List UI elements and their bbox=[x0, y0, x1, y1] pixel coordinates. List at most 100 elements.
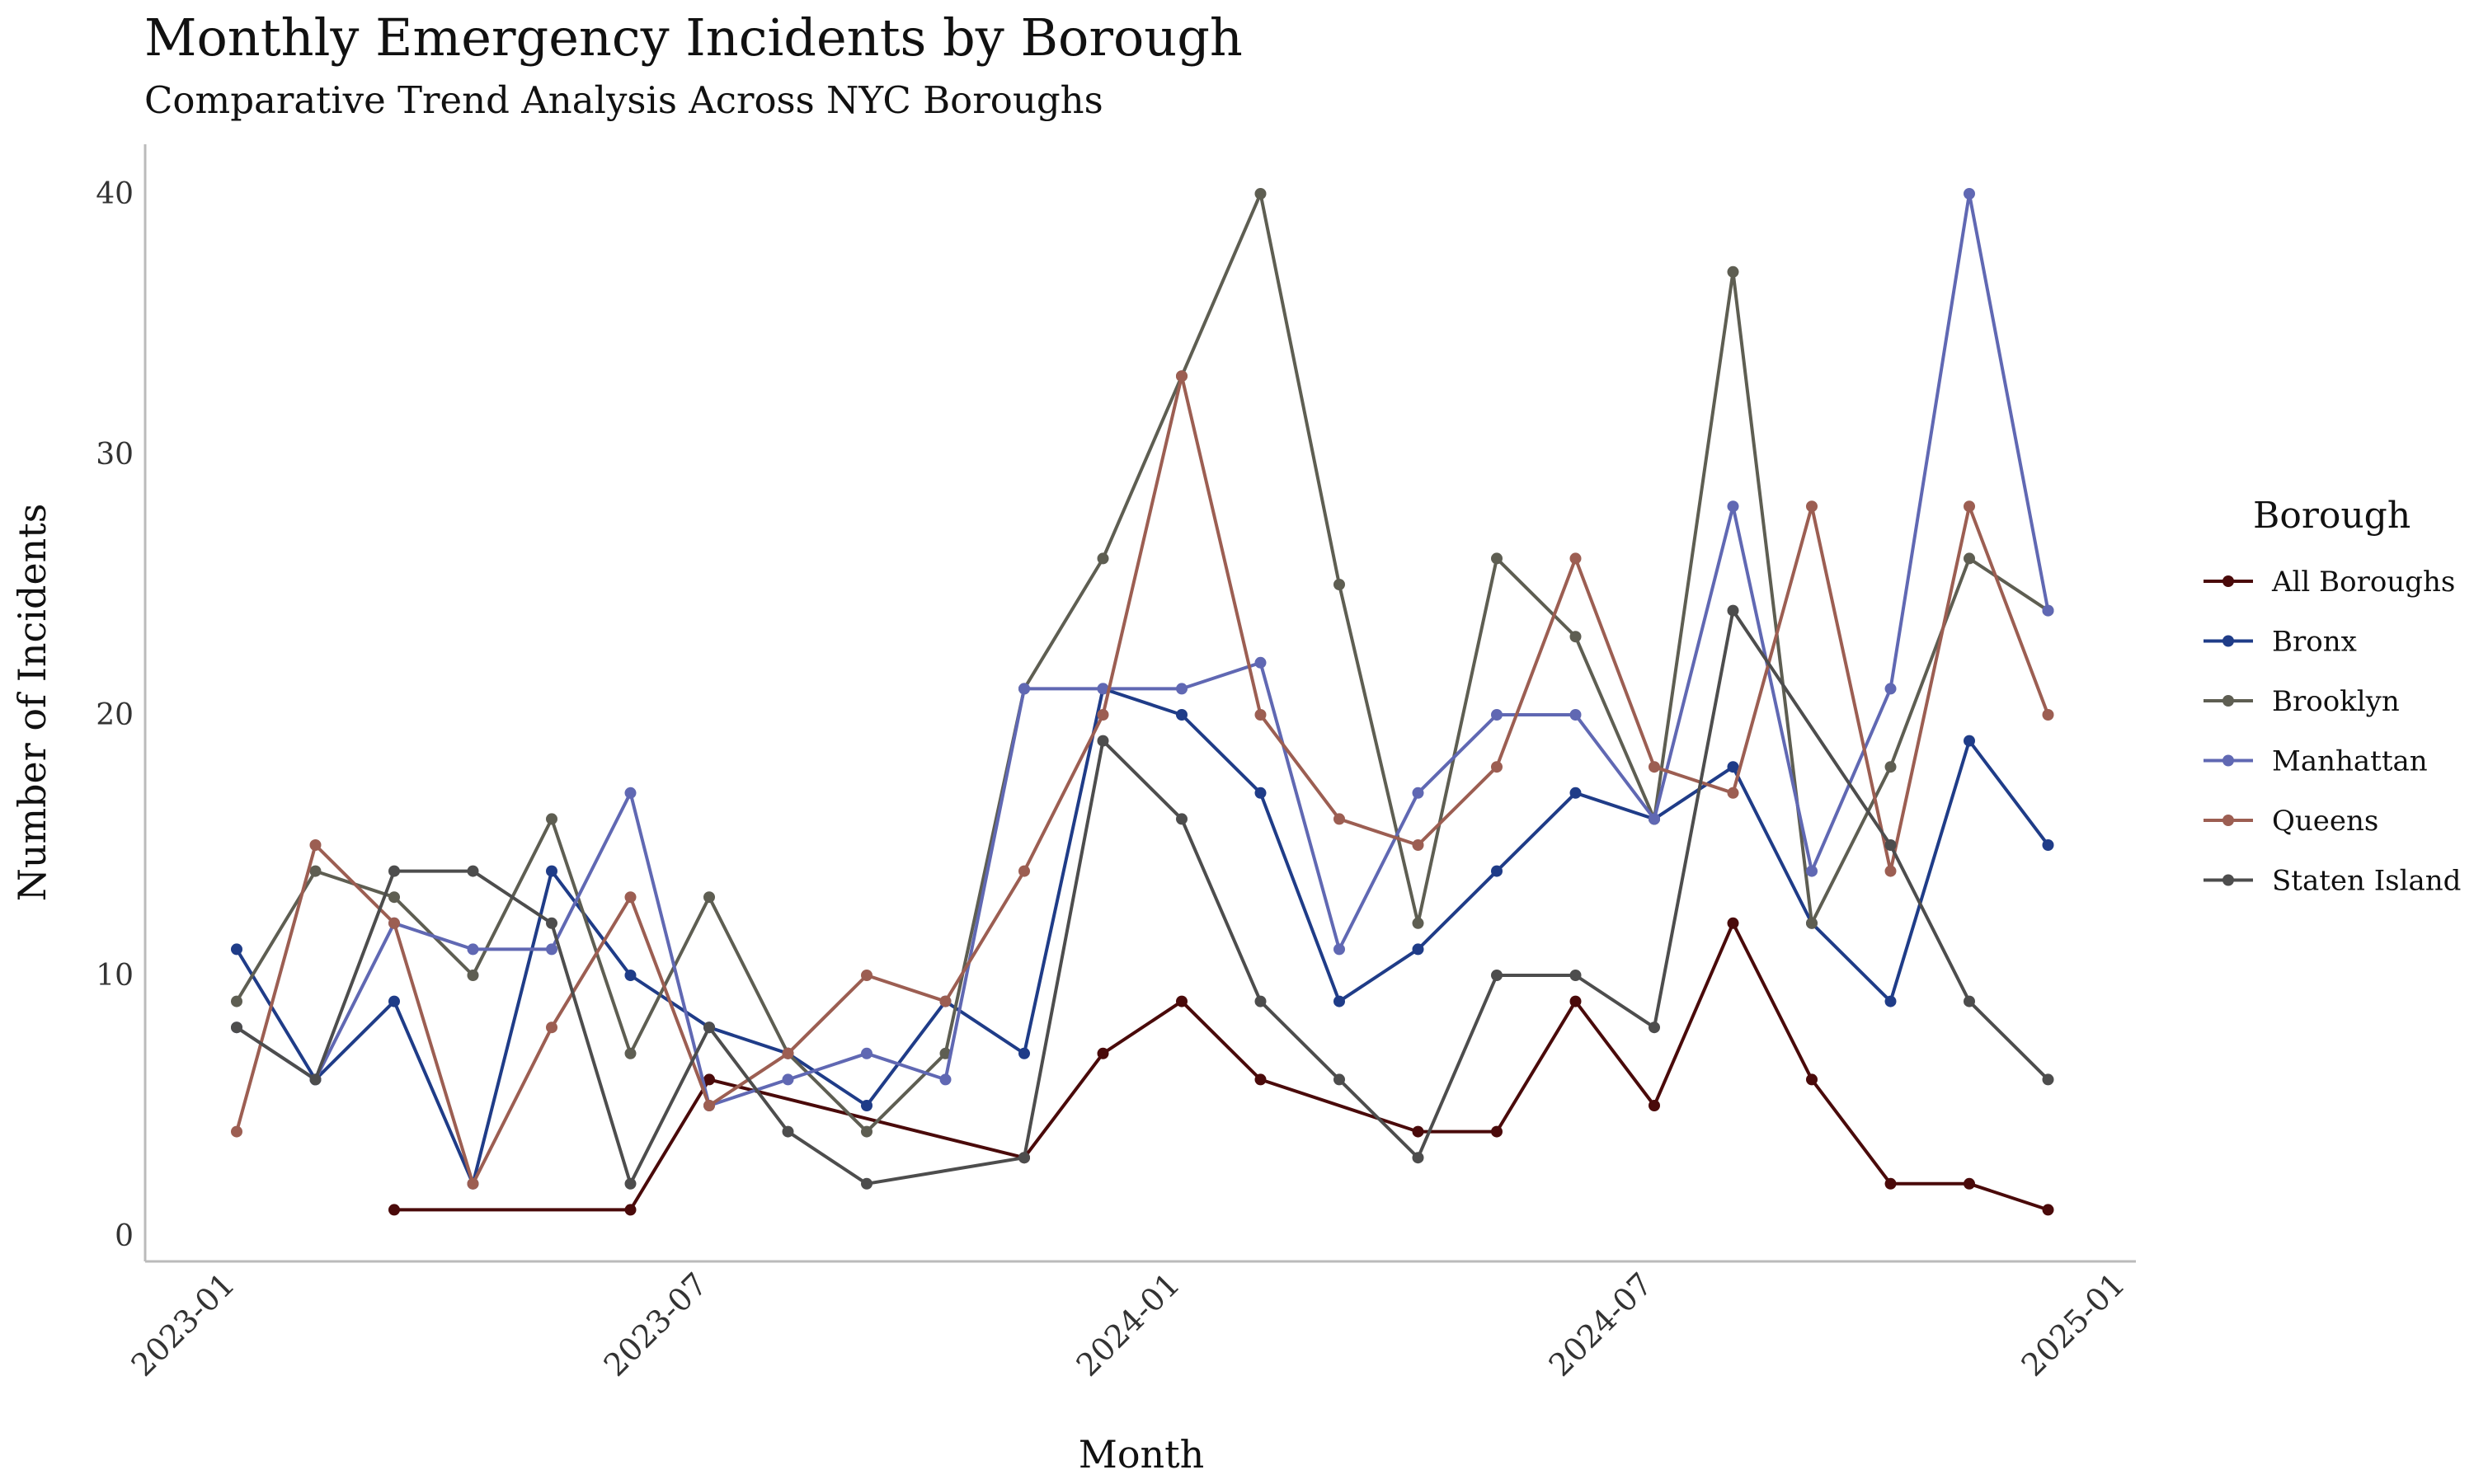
data-point bbox=[231, 995, 242, 1007]
data-point bbox=[309, 1073, 322, 1086]
data-point bbox=[1884, 1177, 1897, 1190]
data-point bbox=[1176, 683, 1188, 695]
data-point bbox=[1649, 1021, 1660, 1034]
data-point bbox=[388, 891, 400, 904]
data-point bbox=[1727, 787, 1739, 799]
x-tick-label: 2023-07 bbox=[597, 1266, 715, 1383]
data-point bbox=[388, 995, 400, 1007]
data-point bbox=[1254, 995, 1267, 1007]
data-point bbox=[1491, 761, 1503, 773]
y-tick-label: 20 bbox=[96, 698, 134, 732]
data-point bbox=[1491, 709, 1503, 721]
data-point bbox=[467, 1177, 479, 1190]
data-point bbox=[1176, 709, 1188, 721]
series-line-queens bbox=[235, 374, 2050, 1186]
data-point bbox=[1569, 787, 1582, 799]
data-point bbox=[1491, 865, 1503, 877]
data-point bbox=[624, 891, 637, 904]
series-queens bbox=[231, 370, 2054, 1190]
data-point bbox=[388, 865, 400, 877]
series-group bbox=[231, 188, 2054, 1216]
data-point bbox=[1727, 761, 1739, 773]
legend-swatch-point bbox=[2222, 874, 2234, 886]
data-point bbox=[546, 943, 557, 956]
axes bbox=[143, 144, 2136, 1263]
data-point bbox=[624, 970, 637, 981]
data-point bbox=[939, 1073, 952, 1086]
data-point bbox=[1884, 865, 1897, 877]
data-point bbox=[1333, 813, 1345, 825]
data-point bbox=[1097, 709, 1109, 721]
data-point bbox=[388, 1204, 400, 1216]
data-point bbox=[861, 1125, 872, 1138]
data-point bbox=[1333, 943, 1345, 956]
legend-swatch-point bbox=[2222, 575, 2234, 587]
data-point bbox=[1018, 1152, 1030, 1164]
series-line-brooklyn bbox=[235, 192, 2049, 1134]
data-point bbox=[1412, 787, 1424, 799]
legend-label: Staten Island bbox=[2272, 865, 2461, 898]
series-line-manhattan bbox=[235, 192, 2050, 1107]
data-point bbox=[1727, 604, 1739, 617]
data-point bbox=[1727, 500, 1739, 513]
data-point bbox=[1884, 761, 1897, 773]
legend: Borough All Boroughs Bronx Brooklyn Manhatt… bbox=[2204, 495, 2461, 898]
series-staten-island bbox=[231, 604, 2054, 1190]
legend-swatch-point bbox=[2222, 815, 2234, 826]
data-point bbox=[1018, 683, 1030, 695]
series-bronx bbox=[231, 683, 2054, 1190]
series-line-bronx bbox=[235, 687, 2050, 1186]
data-point bbox=[309, 839, 322, 851]
data-point bbox=[1097, 1047, 1109, 1059]
data-point bbox=[1491, 552, 1503, 565]
data-point bbox=[1254, 709, 1267, 721]
legend-label: Queens bbox=[2272, 805, 2378, 838]
series-all-boroughs bbox=[388, 917, 2054, 1216]
data-point bbox=[1806, 865, 1818, 877]
data-point bbox=[1412, 1152, 1424, 1164]
x-tick-label: 2024-01 bbox=[1070, 1266, 1188, 1383]
legend-label: Manhattan bbox=[2272, 745, 2428, 778]
data-point bbox=[1412, 917, 1424, 929]
data-point bbox=[1097, 552, 1109, 565]
data-point bbox=[703, 891, 715, 904]
legend-swatch-point bbox=[2222, 635, 2234, 647]
data-point bbox=[1097, 683, 1109, 695]
data-point bbox=[1964, 552, 1975, 565]
legend-label: All Boroughs bbox=[2271, 566, 2455, 599]
data-point bbox=[546, 1021, 557, 1034]
data-point bbox=[703, 1100, 715, 1111]
data-point bbox=[939, 995, 952, 1007]
data-point bbox=[1964, 500, 1975, 513]
data-point bbox=[1649, 813, 1660, 825]
data-point bbox=[703, 1021, 715, 1034]
y-tick-label: 40 bbox=[96, 177, 134, 211]
data-point bbox=[1176, 995, 1188, 1007]
series-line-staten-island bbox=[235, 608, 2049, 1186]
data-point bbox=[1806, 917, 1818, 929]
y-ticks: 0 10 20 30 40 bbox=[96, 177, 134, 1253]
data-point bbox=[1964, 735, 1975, 747]
data-point bbox=[1884, 683, 1897, 695]
legend-item-manhattan: Manhattan bbox=[2204, 745, 2428, 778]
series-brooklyn bbox=[231, 188, 2054, 1138]
data-point bbox=[231, 943, 242, 956]
data-point bbox=[1491, 970, 1503, 981]
data-point bbox=[939, 1047, 952, 1059]
data-point bbox=[1254, 656, 1267, 669]
data-point bbox=[861, 1047, 872, 1059]
legend-item-brooklyn: Brooklyn bbox=[2204, 685, 2400, 718]
x-ticks: 2023-01 2023-07 2024-01 2024-07 2025-01 bbox=[125, 1266, 2133, 1383]
data-point bbox=[1254, 188, 1267, 200]
legend-item-queens: Queens bbox=[2204, 805, 2378, 838]
data-point bbox=[1333, 995, 1345, 1007]
data-point bbox=[467, 943, 479, 956]
data-point bbox=[1254, 1073, 1267, 1086]
data-point bbox=[1806, 1073, 1818, 1086]
data-point bbox=[1569, 552, 1582, 565]
data-point bbox=[782, 1125, 794, 1138]
data-point bbox=[624, 1177, 637, 1190]
data-point bbox=[1569, 631, 1582, 643]
legend-item-bronx: Bronx bbox=[2204, 626, 2357, 659]
